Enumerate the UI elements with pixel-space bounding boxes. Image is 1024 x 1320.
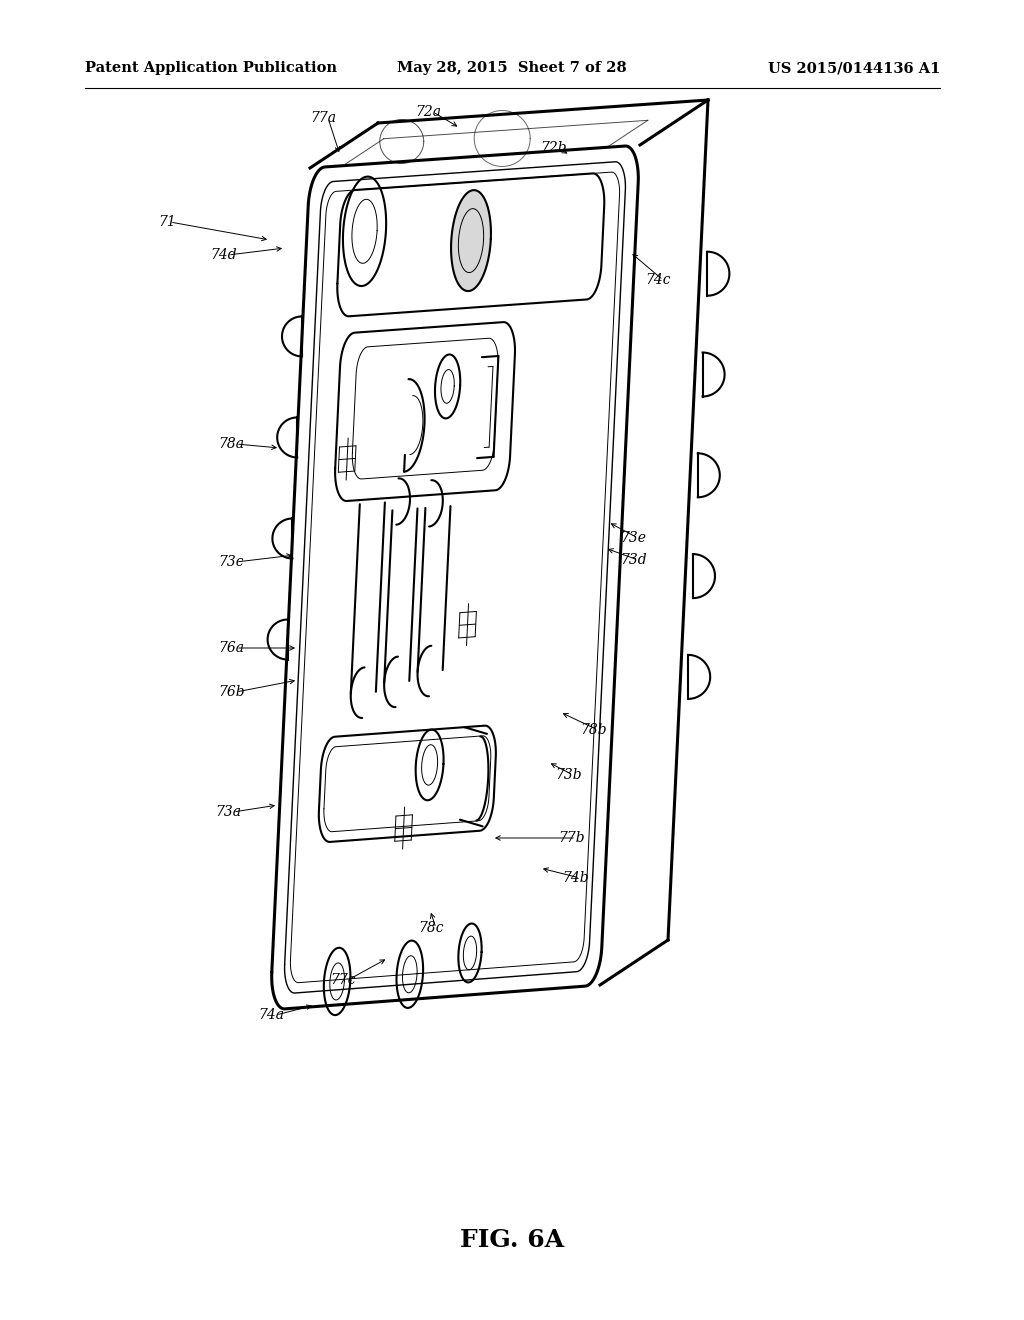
Text: 78b: 78b bbox=[580, 723, 606, 737]
Text: 77c: 77c bbox=[330, 973, 355, 987]
Text: 72b: 72b bbox=[540, 141, 566, 154]
Text: 71: 71 bbox=[158, 215, 176, 228]
Text: Patent Application Publication: Patent Application Publication bbox=[85, 61, 337, 75]
Text: 76b: 76b bbox=[218, 685, 245, 700]
Text: 76a: 76a bbox=[218, 642, 244, 655]
Text: 72a: 72a bbox=[415, 106, 441, 119]
Text: FIG. 6A: FIG. 6A bbox=[460, 1228, 564, 1251]
Text: May 28, 2015  Sheet 7 of 28: May 28, 2015 Sheet 7 of 28 bbox=[397, 61, 627, 75]
Text: 73a: 73a bbox=[215, 805, 241, 818]
Text: 73e: 73e bbox=[620, 531, 646, 545]
Text: 78c: 78c bbox=[418, 921, 443, 935]
Text: 73b: 73b bbox=[555, 768, 582, 781]
Text: 77a: 77a bbox=[310, 111, 336, 125]
Text: 74a: 74a bbox=[258, 1008, 284, 1022]
Polygon shape bbox=[451, 190, 490, 292]
Text: 73d: 73d bbox=[620, 553, 646, 568]
Text: 78a: 78a bbox=[218, 437, 244, 451]
Text: US 2015/0144136 A1: US 2015/0144136 A1 bbox=[768, 61, 940, 75]
Text: 74d: 74d bbox=[210, 248, 237, 261]
Text: 74b: 74b bbox=[562, 871, 589, 884]
Text: 74c: 74c bbox=[645, 273, 671, 286]
Text: 73c: 73c bbox=[218, 554, 244, 569]
Text: 77b: 77b bbox=[558, 832, 585, 845]
